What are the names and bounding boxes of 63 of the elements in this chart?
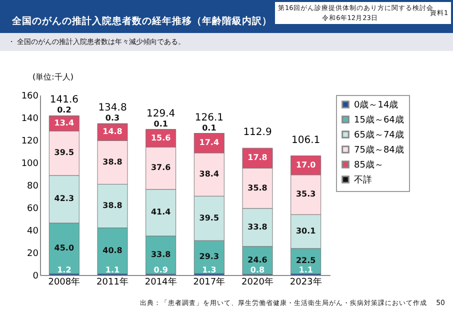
y-tick-label: 140 <box>21 114 39 124</box>
data-label: 41.4 <box>150 208 172 217</box>
y-tick-label: 120 <box>21 136 39 146</box>
data-label: 38.4 <box>199 170 220 179</box>
data-label: 29.3 <box>199 252 220 262</box>
data-label: 39.5 <box>54 148 74 158</box>
total-label: 126.1 <box>194 112 224 124</box>
x-tick-label: 2020年 <box>242 276 274 288</box>
data-label: 42.3 <box>54 194 74 204</box>
data-label: 37.6 <box>150 163 172 172</box>
y-tick-label: 20 <box>27 249 39 259</box>
legend-label: 15歳～64歳 <box>354 114 404 126</box>
legend-label: 85歳～ <box>354 160 384 170</box>
data-label: 0.1 <box>154 119 168 128</box>
legend-label: 65歳～74歳 <box>354 130 404 140</box>
legend-label: 75歳～84歳 <box>354 144 404 156</box>
data-label: 38.8 <box>102 157 123 166</box>
total-label: 141.6 <box>50 94 78 106</box>
data-label: 0.3 <box>105 114 120 123</box>
data-label: 40.8 <box>102 246 123 255</box>
data-label: 17.0 <box>296 160 316 170</box>
legend-label: 0歳～14歳 <box>354 100 398 110</box>
data-label: 1.2 <box>57 265 72 274</box>
data-label: 0.2 <box>57 106 72 115</box>
total-label: 106.1 <box>292 134 320 146</box>
data-label: 0.9 <box>154 265 168 274</box>
x-tick-label: 2017年 <box>193 276 226 288</box>
y-tick-label: 0 <box>32 272 39 282</box>
y-tick-label: 60 <box>27 204 39 214</box>
data-label: 38.8 <box>102 201 123 210</box>
y-tick-label: 40 <box>27 226 39 236</box>
chart-title: 全国のがんの推計入院患者数の経年推移（年齢階級内訳） <box>11 15 272 27</box>
data-label: 14.8 <box>102 127 123 136</box>
y-tick-label: 160 <box>21 92 39 102</box>
data-label: 17.4 <box>199 138 220 148</box>
data-label: 1.3 <box>202 265 216 274</box>
y-axis-title: (単位:千人) <box>32 72 74 82</box>
y-tick-label: 80 <box>27 182 39 192</box>
data-label: 33.8 <box>248 222 268 232</box>
data-label: 1.1 <box>298 265 314 274</box>
x-tick-label: 2023年 <box>290 276 322 288</box>
data-label: 30.1 <box>296 226 316 236</box>
data-label: 45.0 <box>54 243 74 252</box>
data-label: 33.8 <box>150 250 172 259</box>
total-label: 112.9 <box>243 127 272 138</box>
total-label: 134.8 <box>98 102 127 114</box>
data-label: 24.6 <box>248 255 268 264</box>
data-label: 0.1 <box>202 123 217 132</box>
data-label: 35.3 <box>296 190 316 199</box>
x-tick-label: 2008年 <box>48 276 80 288</box>
data-label: 15.6 <box>150 133 172 142</box>
data-label: 22.5 <box>296 256 316 266</box>
data-label: 1.1 <box>105 265 120 274</box>
x-tick-label: 2011年 <box>96 276 128 288</box>
legend-label: 不詳 <box>354 174 372 186</box>
data-label: 13.4 <box>54 118 74 128</box>
data-label: 0.8 <box>250 266 266 275</box>
data-label: 35.8 <box>248 183 268 192</box>
total-label: 129.4 <box>146 108 176 120</box>
data-label: 39.5 <box>199 213 220 222</box>
x-tick-label: 2014年 <box>144 276 177 288</box>
data-label: 17.8 <box>248 153 268 162</box>
y-tick-label: 100 <box>21 159 39 169</box>
